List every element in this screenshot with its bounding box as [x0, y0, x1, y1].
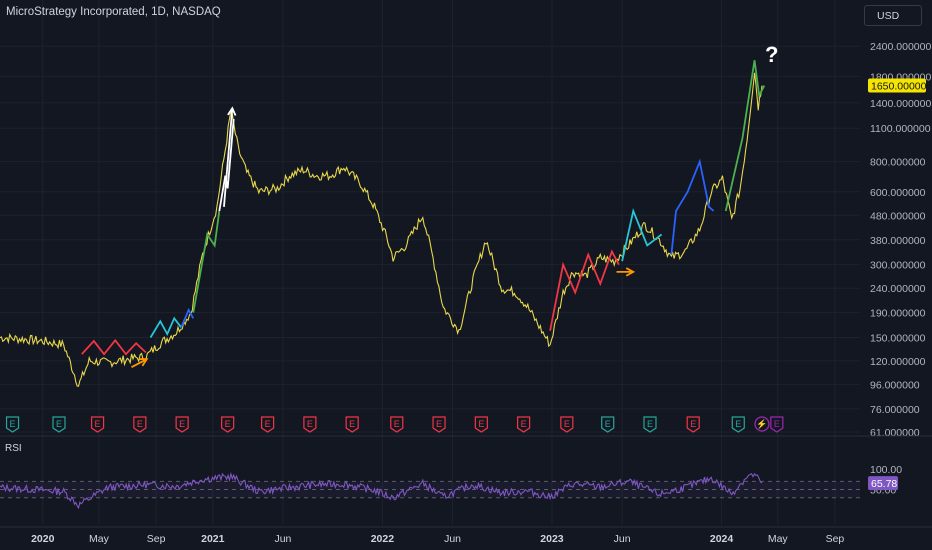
earnings-marker: E — [390, 416, 404, 433]
earnings-marker: E — [221, 416, 235, 433]
earnings-marker: E — [52, 416, 66, 433]
y-tick-label: 300.000000 — [870, 260, 926, 272]
x-tick-label: 2022 — [371, 533, 395, 545]
orange-arrow-2020 — [131, 358, 149, 369]
cyan-zigzag-2023 — [621, 207, 663, 262]
y-tick-label: 61.000000 — [870, 427, 920, 439]
y-tick-label: 800.000000 — [870, 157, 926, 169]
earnings-marker: E — [5, 416, 20, 433]
question-mark-annotation: ? — [765, 42, 778, 67]
currency-selector[interactable]: USD — [864, 5, 922, 26]
y-tick-label: 2400.000000 — [870, 41, 931, 53]
current-price-label: 1650.000000 — [871, 81, 932, 93]
y-tick-label: 150.000000 — [870, 332, 926, 344]
cyan-zigzag-2020 — [149, 316, 182, 338]
earnings-marker: E — [601, 416, 615, 433]
y-tick-label: 1100.000000 — [870, 123, 931, 135]
x-tick-label: Jun — [614, 533, 631, 545]
earnings-marker: ⚡ — [754, 416, 770, 432]
earnings-marker-label: E — [225, 419, 231, 429]
earnings-marker: E — [175, 416, 189, 433]
earnings-marker: E — [261, 416, 275, 433]
earnings-marker: E — [643, 416, 657, 433]
earnings-marker-label: E — [179, 419, 185, 429]
white-zigzag-2021 — [218, 118, 235, 212]
x-tick-label: Sep — [826, 533, 845, 545]
earnings-marker-label: E — [735, 419, 741, 429]
x-tick-label: Jun — [274, 533, 291, 545]
x-tick-label: May — [89, 533, 110, 545]
y-tick-label: 1400.000000 — [870, 98, 931, 110]
earnings-marker-label: E — [265, 419, 271, 429]
earnings-marker: E — [686, 416, 700, 433]
earnings-marker-label: E — [478, 419, 484, 429]
y-tick-label: 380.000000 — [870, 235, 926, 247]
current-price-badge — [868, 78, 926, 93]
earnings-marker: E — [90, 416, 105, 433]
x-tick-label: 2024 — [710, 533, 734, 545]
green-zigzag-2024 — [724, 60, 766, 212]
earnings-marker-label: E — [10, 419, 16, 429]
y-tick-label: 190.000000 — [870, 308, 926, 320]
earnings-marker-label: E — [137, 419, 143, 429]
red-zigzag-2023 — [549, 249, 620, 331]
earnings-marker-label: E — [349, 419, 355, 429]
rsi-current-badge — [868, 476, 898, 491]
price-series-line — [0, 72, 763, 387]
y-tick-label: 600.000000 — [870, 187, 926, 199]
earnings-marker: E — [560, 416, 574, 433]
earnings-marker: E — [432, 416, 446, 433]
earnings-marker: E — [731, 416, 745, 433]
y-tick-label: 76.000000 — [870, 404, 920, 416]
green-zigzag-2020 — [192, 210, 221, 313]
x-tick-label: 2021 — [201, 533, 225, 545]
earnings-marker-label: E — [56, 419, 62, 429]
x-tick-label: May — [768, 533, 789, 545]
grid — [0, 0, 860, 525]
rsi-current-label: 65.78 — [871, 478, 897, 490]
earnings-marker-label: E — [521, 419, 527, 429]
earnings-marker: E — [474, 416, 488, 433]
y-tick-label: 240.000000 — [870, 283, 926, 295]
earnings-marker-label: E — [564, 419, 570, 429]
red-zigzag-2020 — [81, 338, 147, 356]
earnings-marker: E — [133, 416, 147, 433]
orange-arrow-2023 — [616, 267, 636, 277]
white-arrow-2021 — [223, 106, 237, 207]
x-tick-label: Jun — [444, 533, 461, 545]
earnings-marker-label: E — [605, 419, 611, 429]
earnings-marker-label: E — [690, 419, 696, 429]
y-tick-label: 480.000000 — [870, 210, 926, 222]
earnings-marker: E — [770, 416, 784, 433]
rsi-tick-label: 100.00 — [870, 464, 902, 476]
earnings-marker-label: E — [394, 419, 400, 429]
y-tick-label: 96.000000 — [870, 379, 920, 391]
chart-title: MicroStrategy Incorporated, 1D, NASDAQ — [6, 6, 221, 18]
blue-zigzag-2023 — [670, 158, 715, 255]
earnings-marker: E — [303, 416, 317, 433]
x-tick-label: Sep — [147, 533, 166, 545]
y-tick-label: 120.000000 — [870, 356, 926, 368]
x-tick-label: 2023 — [540, 533, 564, 545]
earnings-marker-label: ⚡ — [756, 418, 767, 430]
earnings-marker: E — [517, 416, 531, 433]
earnings-marker-label: E — [647, 419, 653, 429]
x-tick-label: 2020 — [31, 533, 55, 545]
earnings-marker-label: E — [95, 419, 101, 429]
earnings-marker: E — [345, 416, 359, 433]
earnings-marker-label: E — [774, 419, 780, 429]
blue-zigzag-2020 — [180, 307, 195, 328]
earnings-marker-label: E — [307, 419, 313, 429]
rsi-band — [0, 481, 860, 498]
earnings-marker-label: E — [436, 419, 442, 429]
rsi-series-line — [0, 471, 763, 510]
rsi-indicator-label: RSI — [5, 443, 22, 454]
